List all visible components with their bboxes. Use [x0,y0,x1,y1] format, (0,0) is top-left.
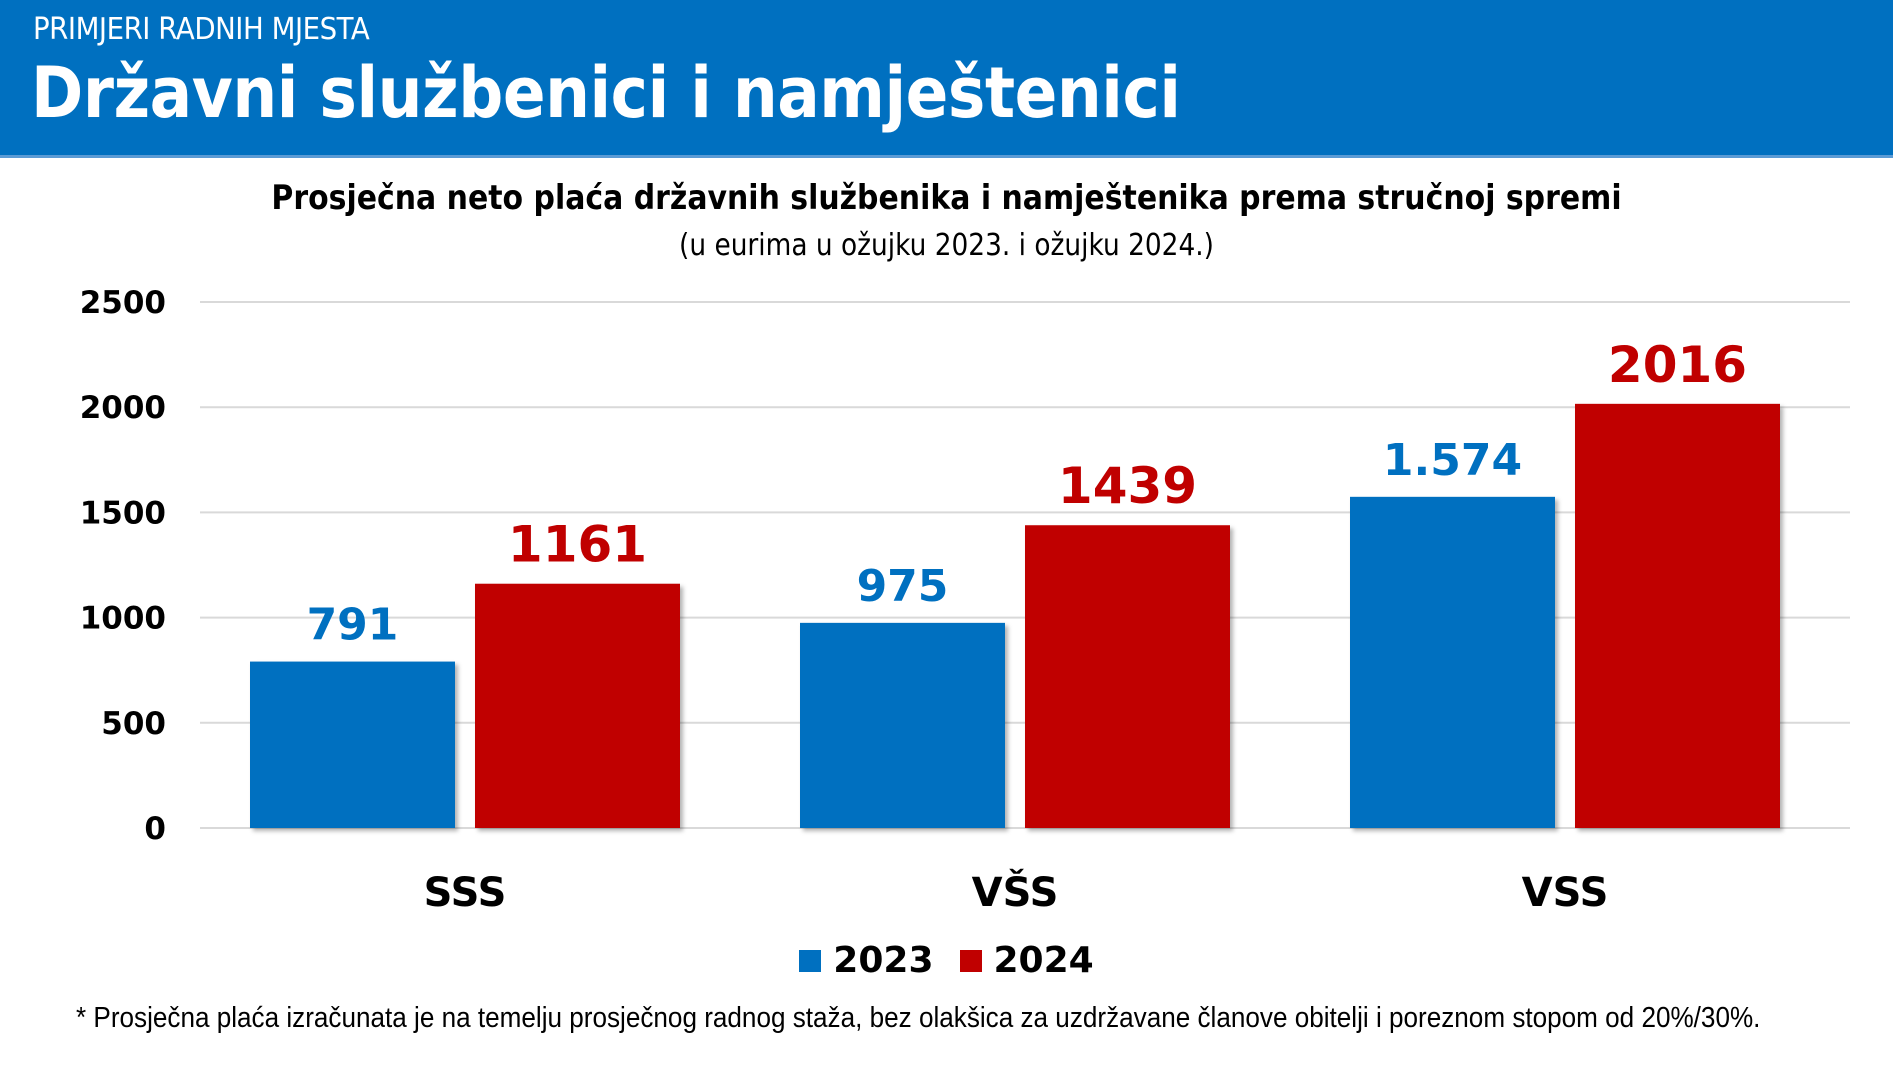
legend-label-2023: 2023 [833,940,934,981]
y-tick-label: 2000 [80,390,166,426]
x-axis-ticks: SSS VŠS VSS [424,868,1609,916]
bar-2023-VSS [1350,496,1555,828]
legend: 2023 2024 [0,940,1893,981]
bar-2024-SSS [475,583,680,828]
section-kicker: PRIMJERI RADNIH MJESTA [33,12,370,47]
data-label-2023-VŠS: 975 [857,561,949,612]
chart-title: Prosječna neto plaća državnih službenika… [271,178,1622,218]
legend-label-2024: 2024 [993,940,1094,981]
y-tick-label: 500 [101,706,166,742]
y-tick-label: 0 [144,811,166,847]
bar-2023-VŠS [800,622,1005,828]
legend-item-2024: 2024 [959,940,1094,981]
legend-swatch-2024 [959,949,982,972]
chart-subtitle: (u eurima u ožujku 2023. i ožujku 2024.) [679,228,1214,263]
data-label-2024-SSS: 1161 [508,516,647,574]
legend-swatch-2023 [799,949,822,972]
data-labels: 791 1161 975 1439 1.574 2016 [307,336,1748,651]
footnote: * Prosječna plaća izračunata je na temel… [76,1002,1761,1034]
x-tick-label: VSS [1522,870,1609,916]
y-axis-ticks: 0 500 1000 1500 2000 2500 [80,285,166,847]
data-label-2024-VŠS: 1439 [1058,457,1197,515]
page-title: Državni službenici i namještenici [31,52,1181,134]
bar-2024-VSS [1575,403,1780,828]
y-tick-label: 1000 [80,601,166,637]
header-banner: PRIMJERI RADNIH MJESTA Državni službenic… [0,0,1893,158]
y-tick-label: 2500 [80,285,166,321]
x-tick-label: VŠS [972,868,1059,916]
data-label-2023-SSS: 791 [307,600,399,651]
data-label-2024-VSS: 2016 [1608,336,1747,394]
x-tick-label: SSS [424,870,507,916]
bar-2024-VŠS [1025,525,1230,828]
y-tick-label: 1500 [80,495,166,531]
data-label-2023-VSS: 1.574 [1383,435,1522,486]
legend-item-2023: 2023 [799,940,934,981]
bars [250,403,1780,828]
bar-2023-SSS [250,661,455,828]
